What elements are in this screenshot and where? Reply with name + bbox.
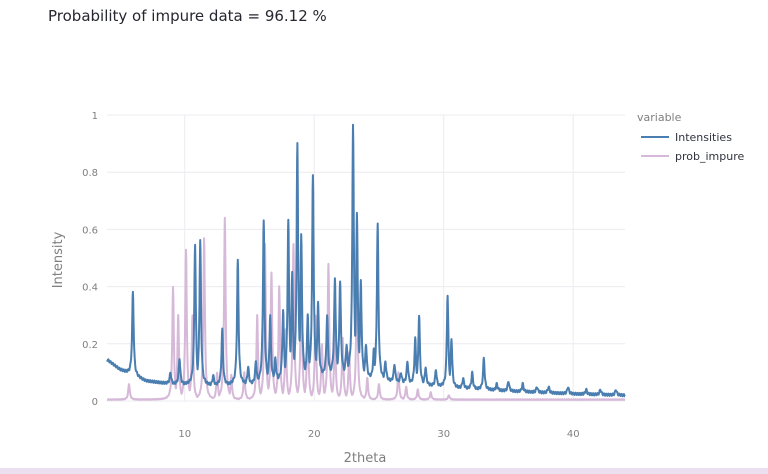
y-tick-label: 0.6 bbox=[82, 225, 98, 236]
grid-lines bbox=[107, 114, 625, 402]
x-axis-label: 2theta bbox=[344, 451, 387, 466]
y-tick-label: 1 bbox=[92, 111, 98, 122]
bottom-divider bbox=[0, 468, 768, 474]
y-tick-label: 0.4 bbox=[82, 283, 98, 294]
series-line-intensities[interactable] bbox=[106, 123, 626, 398]
page-title: Probability of impure data = 96.12 % bbox=[48, 7, 327, 25]
y-tick-label: 0 bbox=[92, 397, 98, 408]
legend-item-label[interactable]: Intensities bbox=[675, 131, 732, 144]
legend: variable Intensities prob_impure bbox=[637, 111, 744, 163]
y-axis-label: Intensity bbox=[51, 231, 66, 288]
legend-item-label[interactable]: prob_impure bbox=[675, 150, 744, 163]
x-tick-label: 30 bbox=[437, 429, 450, 440]
axis-ticks: 0 0.2 0.4 0.6 0.8 1 10 20 30 40 bbox=[82, 111, 579, 440]
legend-title: variable bbox=[637, 111, 682, 124]
y-tick-label: 0.8 bbox=[82, 168, 98, 179]
x-tick-label: 10 bbox=[178, 429, 191, 440]
series-lines bbox=[106, 123, 626, 401]
x-tick-label: 20 bbox=[308, 429, 321, 440]
x-tick-label: 40 bbox=[567, 429, 580, 440]
y-tick-label: 0.2 bbox=[82, 340, 98, 351]
